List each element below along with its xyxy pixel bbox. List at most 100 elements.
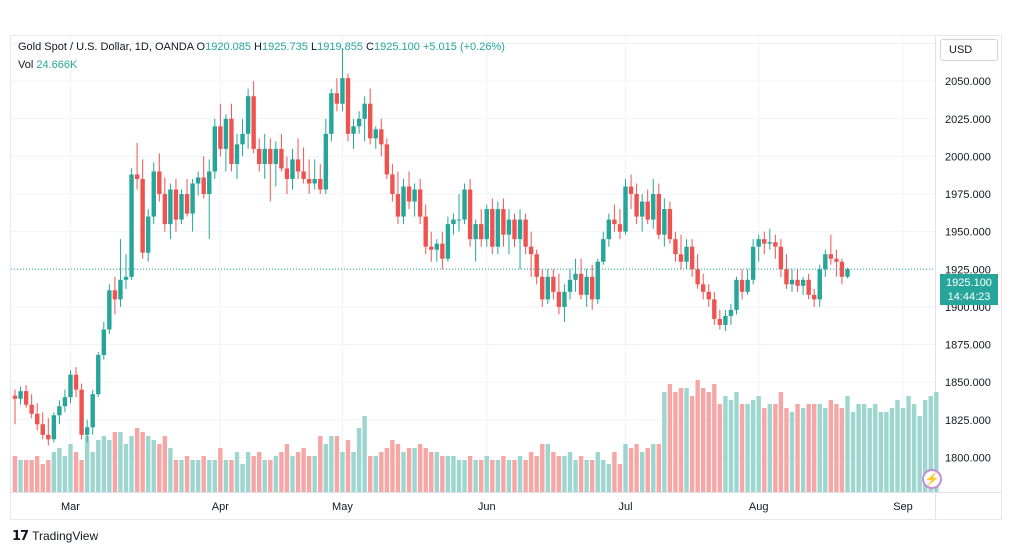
volume-bar [573, 460, 578, 492]
volume-bar [334, 436, 340, 492]
candle-body [440, 243, 445, 259]
candle-body [301, 171, 306, 179]
candle-body [18, 391, 23, 399]
volume-bar [129, 436, 134, 492]
volume-bar [584, 460, 589, 492]
candle-body [795, 279, 800, 286]
volume-bar [773, 404, 778, 492]
volume-bar [856, 404, 861, 492]
candle-body [146, 216, 151, 253]
last-price-label: 1925.100 14:44:23 [940, 274, 998, 305]
volume-bar [712, 384, 717, 492]
volume-bar [651, 444, 656, 492]
volume-bar [390, 440, 395, 492]
candle-body [678, 254, 684, 262]
x-tick-label: May [332, 501, 353, 513]
volume-bar [906, 396, 911, 492]
volume-bar [384, 448, 390, 492]
candle-body [789, 279, 795, 285]
candle-body [623, 186, 628, 232]
symbol-title[interactable]: Gold Spot / U.S. Dollar, 1D, OANDA [18, 41, 194, 53]
candle-body [290, 159, 295, 179]
volume-bar [551, 452, 556, 492]
currency-button[interactable]: USD [940, 39, 998, 61]
volume-bar [562, 456, 567, 492]
candle-body [40, 424, 45, 435]
candle-body [268, 148, 273, 164]
volume-bar [223, 460, 229, 492]
x-tick-label: Jul [618, 501, 632, 513]
candle-body [528, 246, 534, 255]
volume-bar [850, 412, 856, 492]
volume-label[interactable]: Vol [18, 59, 34, 71]
candle-body [151, 171, 156, 217]
candle-body [218, 126, 223, 149]
candle-body [689, 246, 695, 270]
candle-body [501, 209, 506, 235]
candle-body [340, 78, 345, 104]
lightning-icon[interactable]: ⚡ [922, 469, 942, 489]
volume-bar [456, 460, 462, 492]
x-tick-label: Mar [61, 501, 80, 513]
volume-bar [251, 456, 256, 492]
candle-body [762, 239, 767, 244]
volume-bar [873, 404, 878, 492]
candle-body [717, 318, 723, 325]
candle-body [345, 78, 351, 134]
candle-body [473, 224, 478, 240]
candle-body [362, 103, 367, 119]
volume-bar [323, 444, 328, 492]
candle-body [540, 276, 545, 300]
volume-bar [351, 452, 356, 492]
candlestick-chart[interactable]: 1800.0001825.0001850.0001875.0001900.000… [11, 36, 1001, 519]
tradingview-logo[interactable]: 17 TradingView [12, 529, 98, 544]
volume-bar [96, 440, 101, 492]
candle-body [229, 118, 234, 164]
volume-bar [684, 388, 689, 492]
candle-body [68, 374, 73, 398]
volume-bar [828, 400, 834, 492]
candle-body [351, 126, 356, 134]
candle-body [323, 133, 328, 190]
candle-body [645, 201, 650, 220]
volume-bar [545, 444, 550, 492]
countdown-timer: 14:44:23 [947, 291, 991, 303]
candle-body [767, 242, 772, 244]
volume-bar [756, 396, 761, 492]
volume-bar [301, 448, 306, 492]
volume-bar [784, 408, 789, 492]
volume-bar [434, 452, 439, 492]
low-value: 1919.855 [317, 41, 363, 53]
volume-bar [212, 460, 217, 492]
volume-bar [18, 460, 23, 492]
volume-bar [112, 432, 118, 492]
candle-body [412, 189, 417, 202]
volume-bar [190, 460, 195, 492]
volume-bar [490, 460, 495, 492]
candle-body [279, 148, 284, 169]
volume-bar [900, 408, 906, 492]
volume-bar [479, 460, 484, 492]
volume-legend: Vol 24.666K [18, 59, 77, 71]
candle-body [118, 279, 123, 300]
volume-bar [462, 460, 467, 492]
last-price-value: 1925.100 [946, 277, 992, 289]
candle-body [373, 129, 378, 139]
volume-bar [590, 460, 595, 492]
volume-bar [273, 456, 279, 492]
volume-bar [179, 460, 184, 492]
candle-body [184, 194, 190, 214]
candle-body [739, 279, 745, 292]
candle-body [734, 279, 739, 310]
volume-bar [201, 456, 206, 492]
volume-bar [90, 452, 95, 492]
volume-bar [617, 464, 623, 492]
volume-bar [884, 412, 889, 492]
candle-body [845, 269, 850, 277]
candle-body [601, 239, 606, 262]
candle-body [295, 159, 301, 172]
volume-bar [373, 456, 378, 492]
volume-bar [895, 400, 900, 492]
high-label: H [254, 41, 262, 53]
volume-bar [284, 444, 290, 492]
